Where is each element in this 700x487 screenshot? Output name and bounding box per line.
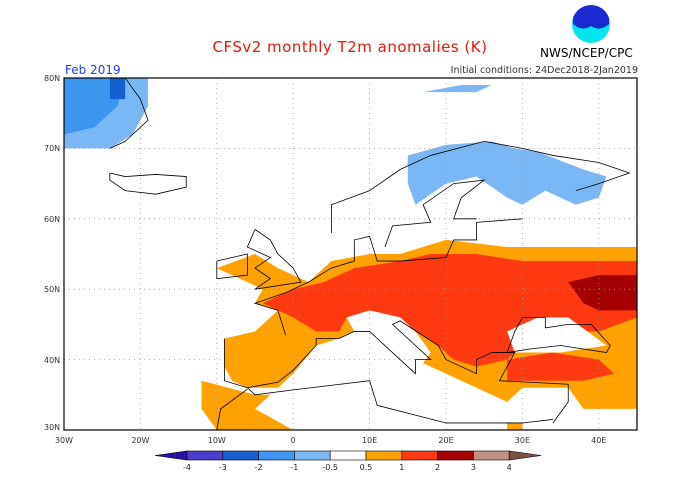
anomaly-region [507,317,607,353]
latitude-label: 30N [44,423,61,432]
latitude-label: 80N [44,74,61,83]
colorbar-segment [329,450,367,461]
coastline [216,388,248,431]
colorbar-segment [473,450,510,461]
longitude-label: 0 [290,436,296,445]
colorbar-tick-label: -2 [255,463,263,472]
longitude-label: 20W [131,436,150,445]
colorbar-tick-label: -3 [219,463,227,472]
latitude-label: 60N [44,214,61,224]
colorbar-tick-label: 3 [471,463,476,472]
colorbar: -4 -3 -2 -1 -0.5 0.5 1 2 3 4 [154,450,542,472]
noaa-logo [572,5,610,43]
coastline [247,380,554,424]
colorbar-segment [294,450,331,461]
colorbar-tick-label: 0.5 [360,463,373,472]
coastline [109,77,149,149]
coastline [330,140,631,233]
longitude-label: 30E [514,436,530,445]
colorbar-segment [186,450,224,461]
longitude-label: 10E [361,436,378,445]
colorbar-segment [437,450,474,461]
coastline [506,316,611,353]
coastline [384,179,486,248]
longitude-label: 30W [54,436,74,445]
coastline [109,172,187,195]
anomaly-region [109,78,126,100]
anomaly-region [407,141,607,205]
coastline [253,218,523,336]
latitude-label: 50N [44,285,61,295]
longitude-label: 10W [207,436,226,445]
colorbar-tick-label: -4 [183,463,191,472]
anomaly-region [568,275,637,311]
colorbar-segment [401,450,438,461]
forecast-period: Feb 2019 [65,63,121,77]
anomaly-region [255,380,508,430]
latitude-label: 70N [44,144,61,154]
agency-label: NWS/NCEP/CPC [540,46,633,60]
colorbar-tick-label: 1 [399,463,404,472]
colorbar-segment [222,450,259,461]
initial-conditions: Initial conditions: 24Dec2018-2Jan2019 [450,65,638,76]
colorbar-tick-label: 2 [435,463,440,472]
colorbar-tick-label: -0.5 [322,463,338,472]
coastline-layer [109,77,631,431]
coastline [224,320,569,424]
colorbar-tick-label: -1 [290,463,298,472]
anomaly-region [262,254,637,367]
colorbar-segment [365,450,403,461]
latitude-label: 40N [44,355,61,365]
colorbar-lower-arrow [154,450,188,461]
coastline [246,229,302,290]
map-frame [63,77,638,431]
colorbar-upper-arrow [508,450,542,461]
colorbar-segment [258,450,295,461]
coastline [216,253,248,280]
longitude-label: 20E [438,436,454,445]
colorbar-tick-label: 4 [507,463,512,472]
anomaly-region [423,85,492,93]
map-title: CFSv2 monthly T2m anomalies (K) [212,38,488,56]
anomaly-region [507,352,615,381]
anomaly-region [346,310,431,374]
grid-layer [64,78,637,430]
anomaly-layer [64,78,638,430]
longitude-label: 40E [591,436,607,445]
